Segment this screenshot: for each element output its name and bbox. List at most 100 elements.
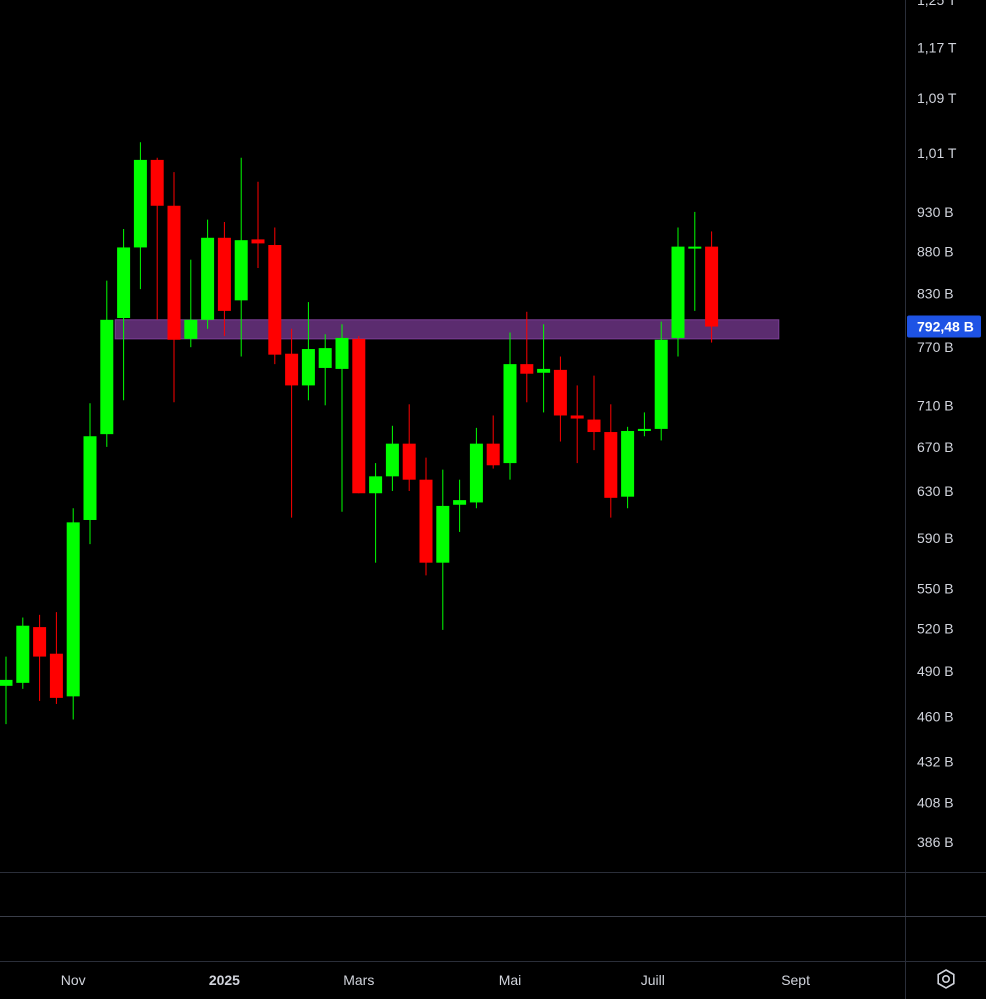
candle-body xyxy=(49,653,63,698)
candle[interactable] xyxy=(66,508,80,720)
price-tick-label: 1,01 T xyxy=(917,145,957,161)
candle[interactable] xyxy=(671,227,685,357)
candle[interactable] xyxy=(587,375,601,451)
current-price-label: 792,48 B xyxy=(917,319,974,335)
candle-body xyxy=(402,443,416,480)
price-tick-label: 520 B xyxy=(917,620,954,636)
candle[interactable] xyxy=(419,457,433,576)
candle[interactable] xyxy=(503,332,517,480)
candle[interactable] xyxy=(604,404,618,518)
candle[interactable] xyxy=(469,427,483,509)
time-axis[interactable]: Nov 2025 Mars Mai Juill Sept xyxy=(61,972,810,988)
time-tick-label: Mars xyxy=(343,972,374,988)
current-price-badge xyxy=(907,315,981,338)
candle[interactable] xyxy=(436,469,450,630)
candle[interactable] xyxy=(520,311,534,403)
price-tick-label: 770 B xyxy=(917,339,954,355)
candle-body xyxy=(570,415,584,419)
candle[interactable] xyxy=(385,425,399,491)
candle[interactable] xyxy=(553,356,567,442)
candle[interactable] xyxy=(201,219,215,329)
time-tick-label: Sept xyxy=(781,972,810,988)
candle[interactable] xyxy=(301,302,315,401)
candle-body xyxy=(285,353,299,386)
candle-body xyxy=(621,430,635,497)
candle[interactable] xyxy=(234,157,248,357)
candle[interactable] xyxy=(251,181,265,268)
price-tick-label: 670 B xyxy=(917,439,954,455)
candle[interactable] xyxy=(335,324,349,512)
candle[interactable] xyxy=(133,142,147,290)
candle[interactable] xyxy=(217,221,231,337)
candle[interactable] xyxy=(16,617,30,689)
candle[interactable] xyxy=(117,229,131,401)
candle-body xyxy=(352,338,366,494)
candle[interactable] xyxy=(486,415,500,469)
candle-body xyxy=(637,428,651,431)
resistance-band-outline xyxy=(114,319,780,340)
candle-body xyxy=(318,348,332,368)
price-tick-label: 1,17 T xyxy=(917,39,957,55)
price-tick-label: 550 B xyxy=(917,580,954,596)
price-tick-label: 1,09 T xyxy=(917,90,957,106)
candle[interactable] xyxy=(83,403,97,545)
candle[interactable] xyxy=(285,328,299,518)
price-tick-label: 630 B xyxy=(917,483,954,499)
candle[interactable] xyxy=(150,157,164,320)
candle-body xyxy=(453,500,467,505)
candle[interactable] xyxy=(0,656,13,725)
price-tick-label: 1,25 T xyxy=(917,0,957,8)
candle-body xyxy=(234,240,248,301)
candle-body xyxy=(33,627,47,657)
candle-body xyxy=(133,159,147,248)
candle[interactable] xyxy=(369,463,383,563)
candle-body xyxy=(486,443,500,466)
candle[interactable] xyxy=(167,172,181,403)
candle-body xyxy=(537,368,551,373)
candle[interactable] xyxy=(537,324,551,413)
candle[interactable] xyxy=(688,211,702,311)
candle[interactable] xyxy=(49,612,63,704)
candle-body xyxy=(654,339,668,429)
candles[interactable] xyxy=(0,142,719,725)
price-tick-label: 930 B xyxy=(917,204,954,220)
price-tick-label: 386 B xyxy=(917,834,954,850)
candle-body xyxy=(604,432,618,498)
candle[interactable] xyxy=(453,479,467,532)
current-price-tag: 792,48 B xyxy=(907,315,981,338)
chart-settings-icon[interactable] xyxy=(937,969,955,989)
time-tick-label: 2025 xyxy=(209,972,240,988)
candle[interactable] xyxy=(318,334,332,406)
candle-body xyxy=(553,369,567,416)
candle-body xyxy=(385,443,399,477)
candle[interactable] xyxy=(637,412,651,437)
candle-body xyxy=(184,319,198,339)
candle-body xyxy=(66,522,80,697)
candle[interactable] xyxy=(621,426,635,509)
candle[interactable] xyxy=(654,321,668,441)
time-tick-label: Mai xyxy=(499,972,522,988)
candle[interactable] xyxy=(184,259,198,348)
candle-body xyxy=(369,476,383,494)
candle[interactable] xyxy=(100,280,114,447)
candle-body xyxy=(335,337,349,369)
candle-body xyxy=(117,247,131,319)
candle-body xyxy=(301,349,315,386)
candle[interactable] xyxy=(352,336,366,494)
candle-body xyxy=(217,237,231,311)
time-tick-label: Juill xyxy=(641,972,665,988)
candle-body xyxy=(100,319,114,435)
candle[interactable] xyxy=(570,385,584,464)
candle[interactable] xyxy=(705,231,719,343)
time-tick-label: Nov xyxy=(61,972,86,988)
candle[interactable] xyxy=(402,404,416,491)
candle-body xyxy=(268,245,282,355)
candle[interactable] xyxy=(268,227,282,365)
price-tick-label: 590 B xyxy=(917,530,954,546)
price-axis[interactable]: 1,25 T 1,17 T 1,09 T 1,01 T 930 B 880 B 830 B 7… xyxy=(917,0,957,850)
candle[interactable] xyxy=(33,614,47,701)
candle-body xyxy=(688,246,702,249)
price-tick-label: 490 B xyxy=(917,663,954,679)
